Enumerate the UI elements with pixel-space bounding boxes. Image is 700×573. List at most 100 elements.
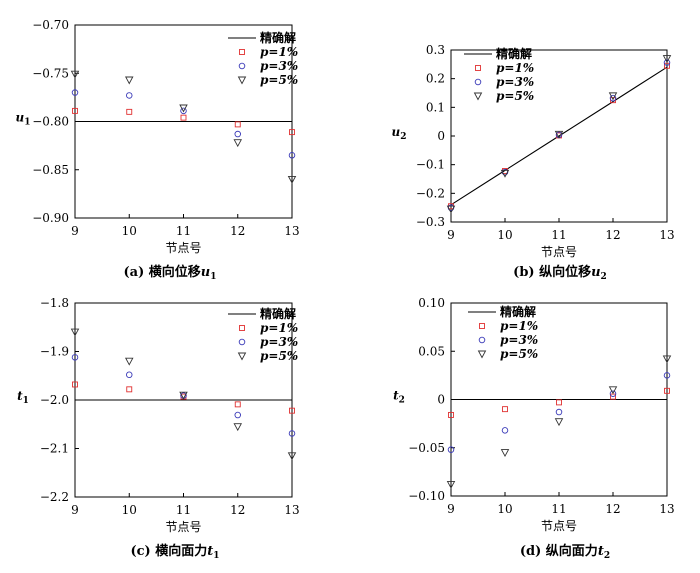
y-tick-label: −0.10	[408, 489, 445, 503]
data-point	[609, 94, 617, 102]
y-tick-label: −0.1	[416, 158, 445, 172]
y-tick-label: −0.90	[32, 211, 69, 225]
x-tick-label: 10	[122, 503, 137, 517]
series-p1	[448, 387, 670, 418]
caption-text: (d) 纵向面力	[520, 543, 598, 559]
y-axis-label-var: t	[17, 389, 23, 403]
chart-d: 0.100.050−0.05−0.109 10 11 12 13节点号t2精确解p=1%…	[393, 296, 675, 561]
legend-label-p1: p=1%	[496, 61, 534, 75]
data-point	[233, 423, 243, 432]
legend-marker-p3	[238, 62, 246, 70]
chart-caption: (a) 横向位移u1	[124, 264, 217, 282]
legend-label-exact: 精确解	[496, 46, 532, 61]
data-point	[234, 401, 241, 408]
data-point	[234, 121, 241, 128]
y-axis-label: t2	[393, 389, 405, 406]
legend-label-p3: p=3%	[496, 75, 534, 89]
data-point	[234, 411, 241, 419]
chart-a: −0.70−0.75−0.80−0.85−0.909 10 11 12 13节点号u1精…	[16, 18, 300, 282]
legend-marker-p3	[474, 78, 482, 86]
y-tick-label: −0.05	[408, 441, 445, 455]
y-tick-label: −0.85	[32, 163, 69, 177]
x-tick-label: 12	[230, 224, 245, 238]
legend-label-p3: p=3%	[260, 335, 298, 349]
y-tick-label: 0.3	[426, 43, 445, 57]
legend-marker-p5	[237, 76, 247, 85]
data-point	[70, 70, 80, 79]
data-point	[662, 55, 672, 64]
caption-var: t	[207, 544, 213, 559]
y-tick-label: 0.10	[418, 296, 445, 310]
data-point	[663, 372, 671, 379]
x-tick-label: 10	[497, 502, 512, 516]
x-tick-label: 11	[551, 502, 566, 516]
caption-sub: 2	[601, 272, 607, 282]
y-tick-label: −1.8	[40, 296, 69, 310]
series-p1	[72, 381, 295, 414]
data-point	[556, 399, 562, 406]
legend-marker-p1	[239, 49, 245, 55]
data-point	[179, 391, 188, 400]
x-tick-label: 13	[284, 503, 299, 517]
legend-label-p5: p=5%	[260, 73, 298, 87]
legend-label-exact: 精确解	[260, 30, 296, 45]
caption-var: u	[591, 265, 600, 280]
data-point	[500, 169, 510, 178]
y-axis-label: t1	[17, 389, 29, 406]
data-point	[664, 62, 670, 69]
caption-text: (a) 横向位移	[124, 264, 201, 280]
legend-label-p1: p=1%	[260, 45, 298, 59]
caption-var: t	[598, 544, 604, 559]
series-p3	[71, 354, 296, 437]
data-point	[70, 328, 80, 337]
x-tick-label: 12	[230, 503, 245, 517]
data-point	[501, 427, 509, 434]
data-point	[287, 175, 297, 184]
data-point	[72, 381, 78, 388]
series-p3	[447, 59, 671, 211]
x-tick-label: 9	[447, 228, 455, 242]
data-point	[179, 104, 188, 113]
data-point	[124, 357, 134, 366]
legend-marker-p5	[473, 92, 483, 101]
data-point	[125, 371, 133, 379]
x-tick-label: 10	[497, 228, 512, 242]
series-p3	[71, 89, 296, 159]
data-point	[234, 130, 241, 138]
y-tick-label: −0.2	[416, 186, 445, 200]
y-axis-label: u2	[392, 125, 407, 142]
x-tick-label: 10	[122, 224, 137, 238]
data-point	[71, 354, 79, 361]
y-tick-label: −0.75	[32, 66, 69, 80]
y-axis-label-sub: 1	[24, 118, 30, 128]
legend-label-p5: p=5%	[496, 89, 534, 103]
legend-marker-p1	[475, 65, 481, 71]
legend-label-p3: p=3%	[260, 59, 298, 73]
legend-label-p5: p=5%	[260, 349, 298, 363]
y-tick-label: 0.05	[418, 344, 445, 358]
x-tick-label: 11	[551, 228, 566, 242]
series-p5	[446, 55, 672, 214]
y-tick-label: 0.2	[426, 72, 445, 86]
y-tick-label: −0.80	[32, 115, 69, 129]
data-point	[500, 449, 510, 458]
y-tick-label: −0.3	[416, 215, 445, 229]
y-tick-label: −2.0	[40, 393, 69, 407]
data-point	[72, 107, 78, 114]
legend-marker-p5	[477, 350, 487, 359]
data-point	[446, 480, 456, 489]
x-tick-label: 13	[284, 224, 299, 238]
y-tick-label: −2.1	[40, 442, 69, 456]
x-axis-label: 节点号	[541, 519, 577, 533]
y-tick-label: −0.70	[32, 18, 69, 32]
data-point	[289, 407, 295, 414]
legend-marker-p1	[479, 323, 485, 329]
data-point	[609, 390, 617, 397]
series-p5	[70, 328, 297, 461]
series-p5	[70, 70, 297, 184]
caption-sub: 1	[213, 551, 219, 561]
x-tick-label: 9	[71, 224, 79, 238]
